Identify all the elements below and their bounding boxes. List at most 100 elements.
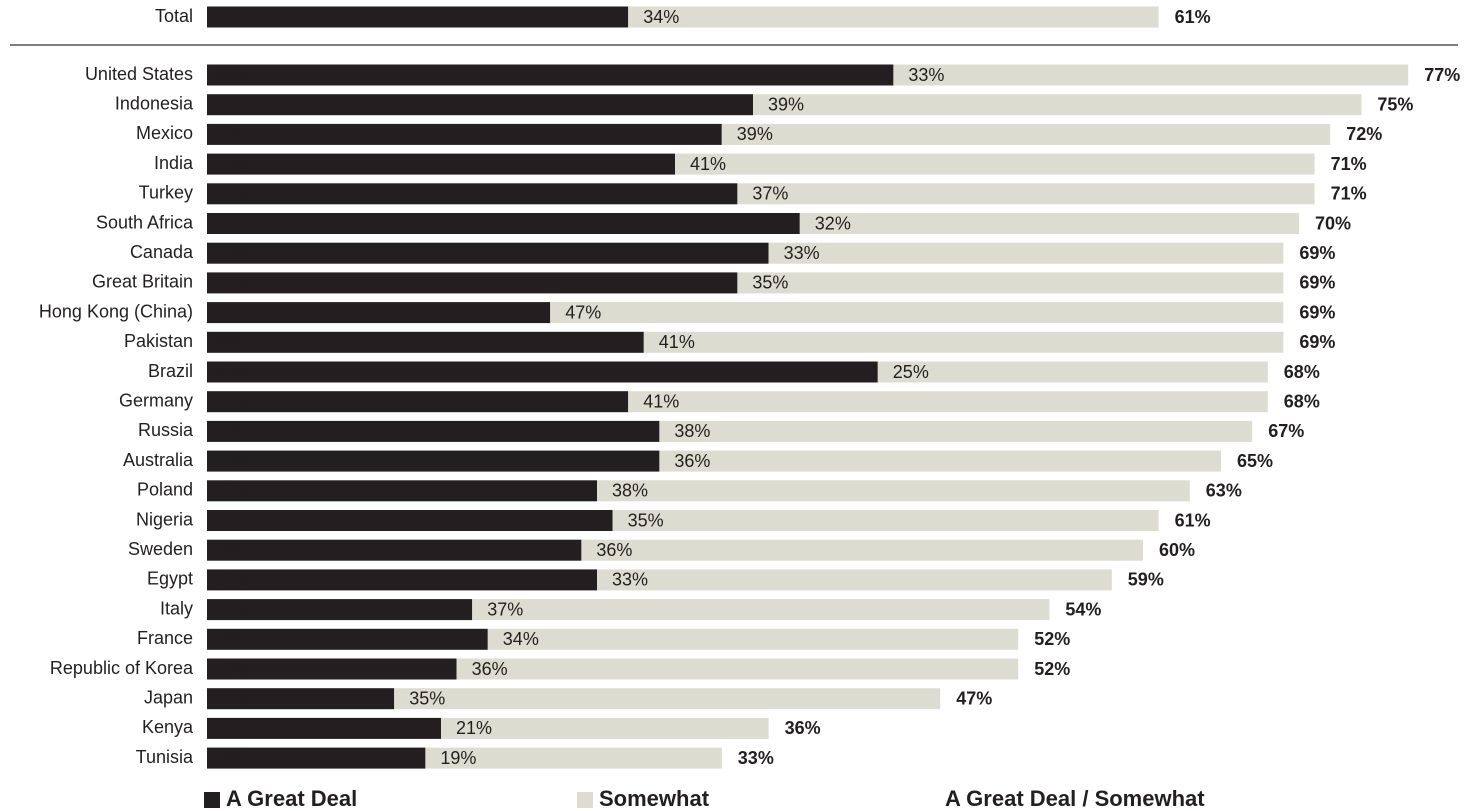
net-label: 70% [1315, 213, 1351, 233]
bar-segment [207, 539, 582, 561]
net-label: 52% [1034, 629, 1070, 649]
bar-segment [487, 628, 1019, 650]
bar-segment [207, 361, 878, 383]
value-label: 26% [211, 510, 247, 530]
net-label: 67% [1268, 421, 1304, 441]
net-label: 75% [1377, 94, 1413, 114]
bar-segment [207, 480, 597, 502]
category-label: Japan [144, 687, 193, 707]
value-label: 25% [893, 362, 929, 382]
bar-segment [207, 153, 675, 175]
net-label: 69% [1299, 243, 1335, 263]
bar-segment [581, 539, 1143, 561]
bar-segment [721, 123, 1331, 145]
bar-segment [207, 94, 753, 116]
category-label: Kenya [142, 717, 194, 737]
category-label: Italy [160, 598, 193, 618]
value-label: 25% [211, 570, 247, 590]
value-label: 16% [211, 659, 247, 679]
net-label: 71% [1331, 184, 1367, 204]
bar-segment [207, 302, 551, 324]
value-label: 36% [472, 659, 508, 679]
value-label: 37% [487, 599, 523, 619]
net-label: 60% [1159, 540, 1195, 560]
value-label: 35% [752, 273, 788, 293]
bar-segment [207, 747, 426, 769]
category-label: Australia [123, 450, 194, 470]
legend-label: Somewhat [599, 786, 710, 811]
value-label: 39% [768, 94, 804, 114]
category-label: Tunisia [136, 747, 194, 767]
bar-segment [737, 272, 1284, 294]
value-label: 41% [690, 154, 726, 174]
net-label: 72% [1346, 124, 1382, 144]
value-label: 12% [211, 688, 247, 708]
net-label: 68% [1284, 362, 1320, 382]
bar-segment [207, 688, 395, 710]
value-label: 14% [211, 748, 247, 768]
value-label: 29% [211, 451, 247, 471]
net-label: 68% [1284, 391, 1320, 411]
value-label: 38% [211, 213, 247, 233]
value-label: 29% [211, 421, 247, 441]
value-label: 39% [737, 124, 773, 144]
bar-segment [207, 717, 441, 739]
category-label: Poland [137, 480, 193, 500]
value-label: 21% [456, 718, 492, 738]
value-label: 27% [211, 391, 247, 411]
legend-label: A Great Deal / Somewhat [945, 786, 1205, 811]
net-label: 54% [1065, 599, 1101, 619]
category-label: Germany [119, 390, 193, 410]
value-label: 33% [612, 570, 648, 590]
net-label: 59% [1128, 570, 1164, 590]
value-label: 47% [565, 302, 601, 322]
bar-segment [893, 64, 1409, 86]
bar-segment [456, 658, 1019, 680]
bar-segment [425, 747, 722, 769]
value-label: 33% [908, 65, 944, 85]
bar-segment [628, 6, 1159, 28]
value-label: 18% [211, 629, 247, 649]
net-label: 52% [1034, 659, 1070, 679]
value-label: 24% [211, 540, 247, 560]
bar-segment [768, 242, 1284, 264]
category-label: Turkey [139, 183, 193, 203]
bar-segment [612, 510, 1159, 531]
value-label: 37% [752, 184, 788, 204]
value-label: 34% [643, 7, 679, 27]
net-label: 69% [1299, 273, 1335, 293]
value-label: 41% [643, 391, 679, 411]
bar-segment [207, 569, 597, 591]
category-label: United States [85, 64, 193, 84]
bar-segment [207, 450, 660, 472]
category-label: Russia [138, 420, 194, 440]
category-label: Nigeria [136, 509, 194, 529]
category-label: Republic of Korea [50, 658, 194, 678]
value-label: 17% [211, 599, 247, 619]
bar-segment [207, 658, 457, 680]
value-label: 34% [211, 273, 247, 293]
bar-segment [597, 480, 1190, 502]
bar-segment [659, 450, 1221, 472]
value-label: 43% [211, 362, 247, 382]
category-label: Canada [130, 242, 194, 262]
bar-segment [597, 569, 1112, 591]
net-label: 33% [738, 748, 774, 768]
bar-segment [207, 420, 660, 442]
value-label: 25% [211, 481, 247, 501]
value-label: 38% [674, 421, 710, 441]
legend-swatch [204, 792, 220, 808]
net-label: 61% [1175, 510, 1211, 530]
value-label: 36% [674, 451, 710, 471]
value-label: 19% [440, 748, 476, 768]
bar-segment [753, 94, 1362, 116]
bar-segment [737, 183, 1315, 205]
category-label: Sweden [128, 539, 193, 559]
bar-segment [675, 153, 1315, 175]
net-label: 77% [1424, 65, 1460, 85]
bar-segment [207, 628, 488, 650]
category-label: India [154, 153, 194, 173]
value-label: 27% [211, 7, 247, 27]
bar-segment [207, 242, 769, 264]
